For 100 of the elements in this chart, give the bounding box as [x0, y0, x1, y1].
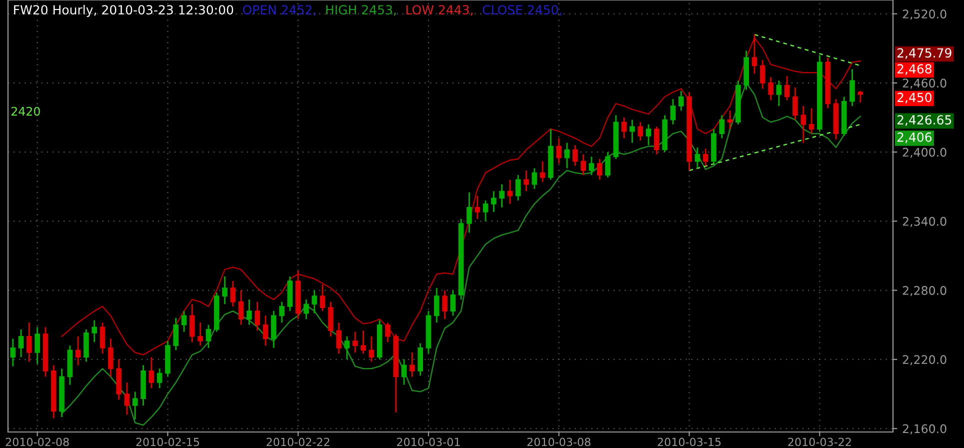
- candlestick: [784, 75, 790, 101]
- candlestick: [181, 310, 187, 332]
- candlestick: [328, 301, 334, 338]
- candlestick: [760, 59, 766, 90]
- candlestick: [630, 119, 635, 144]
- x-tick-label: 2010-02-15: [136, 438, 200, 446]
- text: 2,450: [897, 92, 932, 104]
- candlestick: [588, 156, 594, 176]
- candlestick: [75, 336, 81, 366]
- candlestick: [410, 352, 415, 378]
- candlestick: [279, 301, 284, 324]
- candlestick: [466, 192, 472, 234]
- candlestick: [206, 324, 212, 349]
- candlestick: [858, 90, 864, 104]
- candlestick: [572, 144, 578, 167]
- candlestick: [336, 322, 342, 354]
- annotation: OPEN 2452,: [243, 5, 316, 16]
- candlestick: [605, 151, 610, 178]
- x-tick-label: 2010-02-22: [266, 438, 330, 446]
- candlestick: [100, 322, 106, 354]
- candlestick: [646, 124, 652, 146]
- candlestick: [360, 330, 366, 354]
- x-tick-label: 2010-03-08: [527, 438, 590, 446]
- candlestick: [580, 154, 586, 176]
- y-tick-label: 2,460.0: [902, 78, 946, 89]
- candlestick: [482, 200, 488, 222]
- line-series: [61, 37, 862, 356]
- y-tick-label: 2,160.0: [902, 424, 946, 434]
- candlestick: [156, 368, 162, 389]
- candlestick: [808, 108, 814, 134]
- candlestick: [92, 320, 98, 343]
- candlestick: [385, 322, 390, 343]
- y-tick-label: 2,280.0: [902, 286, 946, 296]
- candlestick: [678, 90, 684, 112]
- annotation: 2420: [12, 106, 40, 116]
- candlestick: [368, 336, 374, 362]
- candlestick: [515, 174, 521, 202]
- annotation: LOW 2443,: [406, 5, 473, 16]
- candlestick: [238, 290, 244, 326]
- candlestick: [474, 195, 480, 220]
- candlestick: [702, 148, 708, 167]
- x-tick-label: 2010-02-08: [6, 438, 69, 446]
- x-tick-label: 2010-03-01: [397, 438, 460, 446]
- candlestick: [190, 303, 195, 343]
- candlestick: [124, 382, 130, 416]
- y-tick-label: 2,520.0: [902, 10, 946, 20]
- candlestick: [654, 126, 660, 156]
- candlestick: [198, 322, 203, 346]
- candlestick: [401, 358, 407, 386]
- candlestick: [26, 322, 32, 362]
- candlestick: [450, 290, 456, 316]
- candlestick: [344, 336, 350, 360]
- candlestick: [670, 98, 676, 126]
- candlestick: [320, 284, 326, 312]
- candlestick: [564, 142, 570, 169]
- text: 2,468: [897, 64, 932, 75]
- candlestick: [222, 276, 228, 305]
- candlestick: [850, 68, 855, 107]
- candlestick: [792, 86, 798, 121]
- candlestick: [230, 280, 236, 308]
- candlestick: [312, 290, 318, 314]
- candlestick: [694, 146, 700, 169]
- candlestick: [499, 184, 504, 208]
- candlestick: [638, 121, 644, 142]
- candlestick: [418, 342, 424, 376]
- candlestick: [768, 76, 774, 101]
- candlestick: [10, 338, 16, 368]
- candlestick: [532, 167, 538, 190]
- annotation: HIGH 2453,: [326, 5, 396, 16]
- candlestick: [507, 179, 513, 205]
- candlestick: [727, 110, 733, 130]
- candlestick: [246, 298, 252, 326]
- candlestick: [132, 390, 138, 420]
- candlestick: [442, 290, 448, 320]
- y-tick-label: 2,340.0: [902, 216, 946, 228]
- candlestick: [719, 114, 725, 139]
- candlestick: [352, 331, 358, 354]
- text: 2,475.79: [897, 48, 952, 59]
- candlestick: [304, 298, 309, 320]
- candlestick: [254, 301, 260, 332]
- chart-title: FW20 Hourly, 2010-03-23 12:30:00: [14, 4, 234, 17]
- candlestick: [271, 310, 276, 349]
- candlestick: [434, 287, 440, 324]
- candlestick: [108, 338, 114, 378]
- candlestick: [18, 328, 24, 358]
- candlestick: [262, 314, 268, 346]
- y-tick-label: 2,220.0: [902, 355, 946, 366]
- candlestick: [173, 317, 179, 351]
- candlestick: [148, 356, 154, 389]
- y-tick-label: 2,400.0: [902, 148, 946, 158]
- text: 2,426.65: [897, 115, 952, 126]
- candlestick: [556, 138, 562, 164]
- annotation: CLOSE 2450,: [482, 5, 562, 16]
- x-tick-label: 2010-03-15: [658, 438, 721, 446]
- candlestick: [34, 326, 40, 365]
- candlestick: [776, 80, 782, 107]
- candlestick: [540, 160, 546, 183]
- text: 2,406: [897, 132, 932, 144]
- candlestick: [621, 116, 627, 139]
- candlestick: [800, 105, 806, 144]
